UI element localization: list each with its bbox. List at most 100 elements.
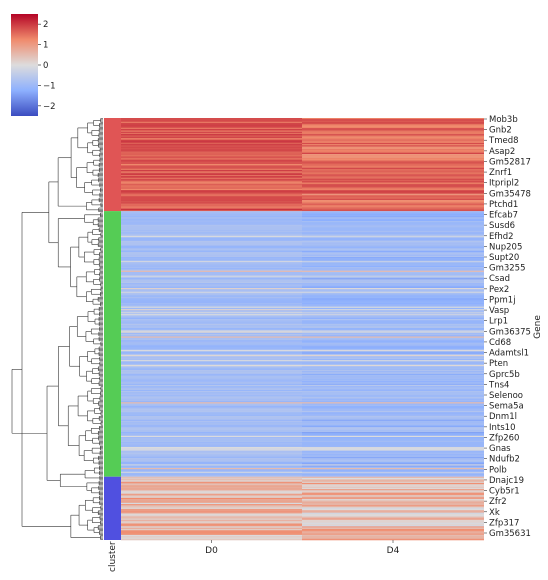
heatmap-cell-d4 <box>302 269 484 271</box>
heatmap-cell-d4 <box>302 211 484 213</box>
heatmap-cell-d0 <box>121 504 302 506</box>
heatmap-cell-d4 <box>302 180 484 182</box>
heatmap-cell-d4 <box>302 526 484 528</box>
heatmap-cell-d4 <box>302 161 484 163</box>
heatmap-cell-d0 <box>121 324 302 326</box>
heatmap-cell-d4 <box>302 336 484 338</box>
heatmap-cell-d4 <box>302 213 484 216</box>
heatmap-cell-d4 <box>302 187 484 190</box>
heatmap-cell-d0 <box>121 135 302 137</box>
heatmap-cell-d4 <box>302 367 484 370</box>
heatmap-cell-d0 <box>121 465 302 468</box>
heatmap-cell-d0 <box>121 490 302 492</box>
heatmap-cell-d4 <box>302 141 484 144</box>
heatmap-cell-d4 <box>302 481 484 484</box>
heatmap-cell-d4 <box>302 196 484 198</box>
heatmap-cell-d4 <box>302 418 484 420</box>
heatmap-cell-d0 <box>121 255 302 258</box>
heatmap-cell-d0 <box>121 367 302 370</box>
heatmap-cell-d4 <box>302 139 484 141</box>
heatmap-cell-d0 <box>121 305 302 307</box>
heatmap-cell-d4 <box>302 360 484 362</box>
heatmap-cell-d0 <box>121 149 302 151</box>
heatmap-cell-d4 <box>302 302 484 305</box>
gene-tick-label: Gm35478 <box>489 189 531 199</box>
heatmap-cell-d4 <box>302 173 484 176</box>
heatmap-cell-d0 <box>121 439 302 442</box>
heatmap-cell-d0 <box>121 263 302 265</box>
heatmap-cell-d4 <box>302 465 484 468</box>
heatmap-cell-d4 <box>302 528 484 531</box>
heatmap-cell-d0 <box>121 409 302 412</box>
heatmap-cell-d0 <box>121 393 302 396</box>
heatmap-cell-d0 <box>121 346 302 348</box>
heatmap-cell-d4 <box>302 146 484 149</box>
heatmap-cell-d0 <box>121 269 302 271</box>
heatmap-cell-d0 <box>121 443 302 445</box>
heatmap-cell-d0 <box>121 430 302 433</box>
heatmap-cell-d0 <box>121 250 302 253</box>
heatmap-cell-d0 <box>121 455 302 458</box>
heatmap-cell-d0 <box>121 492 302 495</box>
heatmap-cell-d0 <box>121 270 302 273</box>
heatmap-cell-d4 <box>302 475 484 477</box>
heatmap-cell-d4 <box>302 388 484 391</box>
heatmap-cell-d4 <box>302 333 484 336</box>
heatmap-cell-d0 <box>121 312 302 315</box>
heatmap-cell-d0 <box>121 289 302 291</box>
heatmap-cell-d4 <box>302 317 484 320</box>
x-tick-label: D4 <box>387 546 400 556</box>
heatmap-cell-d4 <box>302 507 484 510</box>
heatmap-cell-d0 <box>121 310 302 312</box>
heatmap-cell-d0 <box>121 253 302 255</box>
colorbar-tick-label: 1 <box>43 41 48 51</box>
heatmap-cell-d0 <box>121 348 302 351</box>
heatmap-cell-d0 <box>121 531 302 533</box>
heatmap-cell-d4 <box>302 202 484 204</box>
heatmap-cell-d0 <box>121 513 302 516</box>
heatmap-cell-d0 <box>121 230 302 233</box>
heatmap-cell-d0 <box>121 530 302 532</box>
heatmap-cell-d0 <box>121 211 302 213</box>
heatmap-cell-d4 <box>302 222 484 224</box>
heatmap-cell-d4 <box>302 194 484 197</box>
heatmap-cell-d0 <box>121 276 302 279</box>
heatmap-cell-d0 <box>121 238 302 240</box>
gene-tick-label: Ndufb2 <box>489 455 520 465</box>
heatmap-cell-d0 <box>121 204 302 207</box>
heatmap-cell-d0 <box>121 219 302 222</box>
heatmap-cell-d4 <box>302 250 484 253</box>
heatmap-cell-d0 <box>121 386 302 388</box>
gene-tick-label: Polb <box>489 465 507 475</box>
heatmap-cell-d0 <box>121 507 302 510</box>
heatmap-cell-d4 <box>302 319 484 321</box>
heatmap-cell-d0 <box>121 168 302 171</box>
heatmap-cell-d0 <box>121 141 302 144</box>
heatmap-cell-d4 <box>302 331 484 334</box>
heatmap-cell-d4 <box>302 201 484 203</box>
heatmap-cell-d0 <box>121 240 302 243</box>
heatmap-cell-d0 <box>121 286 302 289</box>
gene-tick-label: Tmed8 <box>488 136 519 146</box>
heatmap-cell-d4 <box>302 458 484 460</box>
heatmap-cell-d0 <box>121 347 302 350</box>
heatmap-cell-d0 <box>121 237 302 239</box>
heatmap-cell-d0 <box>121 481 302 484</box>
heatmap-cell-d4 <box>302 471 484 474</box>
heatmap-cell-d0 <box>121 410 302 413</box>
heatmap-cell-d4 <box>302 301 484 304</box>
heatmap-cell-d4 <box>302 378 484 381</box>
heatmap-cell-d0 <box>121 288 302 290</box>
heatmap-cell-d4 <box>302 436 484 439</box>
heatmap-cell-d0 <box>121 214 302 217</box>
heatmap-cell-d4 <box>302 223 484 226</box>
heatmap-cell-d4 <box>302 438 484 440</box>
heatmap-cell-d0 <box>121 468 302 470</box>
heatmap-cell-d0 <box>121 381 302 383</box>
heatmap-cell-d4 <box>302 163 484 166</box>
heatmap-cell-d0 <box>121 368 302 371</box>
heatmap-cell-d4 <box>302 155 484 157</box>
heatmap-cell-d0 <box>121 283 302 285</box>
heatmap-cell-d4 <box>302 306 484 309</box>
heatmap-cell-d0 <box>121 202 302 204</box>
